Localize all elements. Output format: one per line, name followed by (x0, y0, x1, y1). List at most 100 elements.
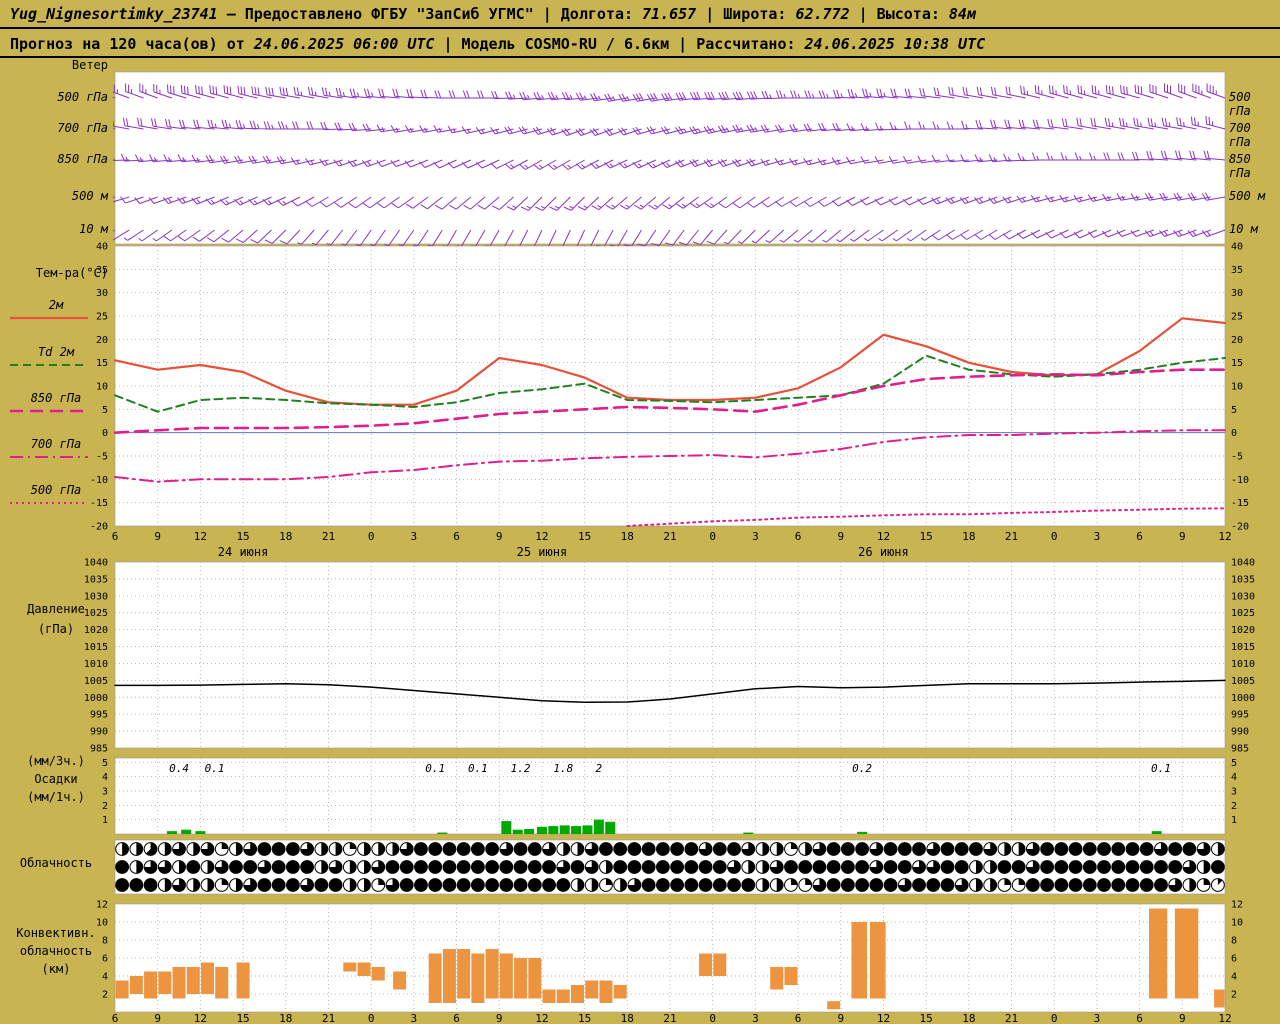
precip-bar (593, 819, 604, 834)
cloudiness-panel-label: Облачность (19, 856, 93, 870)
svg-text:990: 990 (90, 727, 108, 738)
svg-text:1030: 1030 (84, 591, 108, 602)
svg-text:21: 21 (322, 1012, 335, 1024)
wind-level-label-500m-right: 500 м (1229, 189, 1266, 203)
precip-bar (1151, 831, 1162, 834)
svg-text:0.1: 0.1 (1151, 762, 1171, 775)
svg-text:1.2: 1.2 (511, 762, 531, 775)
svg-text:1: 1 (102, 815, 108, 826)
run-time: 24.06.2025 06:00 UTC (253, 34, 435, 53)
convective-bar (528, 958, 542, 999)
model-label: Модель (461, 34, 516, 53)
precip-panel-label-3h: (мм/3ч.) (27, 754, 85, 768)
svg-text:6: 6 (453, 1012, 460, 1024)
convective-bar (115, 980, 129, 999)
precip-bar (605, 821, 616, 834)
calc-time: 24.06.2025 10:38 UTC (804, 34, 986, 53)
svg-text:12: 12 (194, 530, 207, 543)
svg-text:26 июня: 26 июня (858, 545, 909, 559)
convective-bar (1149, 908, 1168, 999)
svg-text:2: 2 (596, 762, 603, 775)
precip-bar (437, 832, 448, 834)
svg-text:1025: 1025 (1231, 608, 1255, 619)
svg-text:0.1: 0.1 (425, 762, 445, 775)
wind-panel (114, 71, 1226, 245)
svg-text:995: 995 (90, 710, 108, 721)
svg-text:18: 18 (621, 530, 634, 543)
precip-bar (571, 826, 582, 834)
svg-text:6: 6 (1231, 954, 1237, 965)
svg-text:15: 15 (236, 1012, 249, 1024)
series-500 гПа (626, 507, 1226, 527)
precip-bar (181, 829, 192, 834)
svg-text:2: 2 (1231, 990, 1237, 1001)
svg-text:-20: -20 (90, 522, 108, 533)
convective-bar (699, 953, 713, 976)
svg-text:9: 9 (837, 1012, 844, 1024)
svg-text:-20: -20 (1231, 522, 1249, 533)
precip-panel-label: Осадки (34, 772, 78, 786)
series-Td 2м (114, 354, 1226, 413)
svg-text:1: 1 (1231, 815, 1237, 826)
temp-panel (114, 245, 1226, 527)
wind-level-label-700hpa: 700 гПа (57, 121, 108, 135)
convective-bar (144, 971, 158, 999)
svg-text:5: 5 (1231, 758, 1237, 769)
convective-bar (827, 1001, 841, 1010)
convective-bar (343, 962, 357, 972)
svg-text:4: 4 (1231, 972, 1237, 983)
svg-text:9: 9 (496, 530, 503, 543)
svg-text:3: 3 (1231, 786, 1237, 797)
longitude-label: Долгота: (560, 4, 634, 23)
calc-label: Рассчитано: (696, 34, 796, 53)
convective-bar (236, 962, 250, 999)
svg-text:9: 9 (496, 1012, 503, 1024)
header-separator: | (858, 4, 868, 23)
svg-text:3: 3 (411, 1012, 418, 1024)
svg-text:9: 9 (1179, 530, 1186, 543)
svg-text:30: 30 (1231, 288, 1243, 299)
svg-text:2: 2 (1231, 801, 1237, 812)
svg-text:15: 15 (920, 1012, 933, 1024)
header-line-2: Прогноз на 120 часа(ов) от 24.06.2025 06… (0, 31, 1280, 58)
svg-text:21: 21 (322, 530, 335, 543)
svg-text:0.2: 0.2 (852, 762, 872, 775)
svg-text:-15: -15 (90, 498, 108, 509)
convective-bar (599, 980, 613, 1003)
latitude-value: 62.772 (795, 4, 850, 23)
svg-text:1015: 1015 (1231, 642, 1255, 653)
convective-bar (485, 949, 499, 999)
convective-bar (1214, 989, 1225, 1008)
convective-bar (1174, 908, 1199, 999)
svg-text:12: 12 (877, 530, 890, 543)
precip-panel-label-1h: (мм/1ч.) (27, 790, 85, 804)
svg-text:21: 21 (1005, 530, 1018, 543)
convective-bar (499, 953, 513, 999)
svg-text:12: 12 (535, 530, 548, 543)
convective-bar (851, 922, 868, 999)
precip-bar (166, 831, 177, 834)
svg-text:9: 9 (154, 1012, 161, 1024)
svg-text:985: 985 (1231, 744, 1249, 755)
svg-text:9: 9 (1179, 1012, 1186, 1024)
svg-text:9: 9 (154, 530, 161, 543)
convective-panel-label-3: (км) (41, 962, 71, 976)
svg-text:6: 6 (1136, 530, 1143, 543)
wind-level-label-850hpa: 850 гПа (57, 152, 108, 166)
wind-level-label-500hpa-right: 500 гПа (1229, 90, 1251, 118)
pres-panel (114, 561, 1226, 749)
svg-text:0: 0 (368, 530, 375, 543)
svg-text:1000: 1000 (1231, 693, 1255, 704)
svg-text:12: 12 (1231, 900, 1243, 911)
svg-text:0.4: 0.4 (169, 762, 189, 775)
temperature-panel-label: Тем-ра(°C) (35, 266, 108, 280)
wind-level-label-700hpa-right: 700 гПа (1229, 121, 1251, 149)
header-separator: | (705, 4, 715, 23)
precip-bar (536, 826, 547, 834)
svg-text:1.8: 1.8 (553, 762, 573, 775)
convective-bar (172, 967, 186, 999)
precip-bar (501, 821, 512, 834)
header-line-1: Yug_Nignesortimky_23741 — Предоставлено … (0, 0, 1280, 29)
